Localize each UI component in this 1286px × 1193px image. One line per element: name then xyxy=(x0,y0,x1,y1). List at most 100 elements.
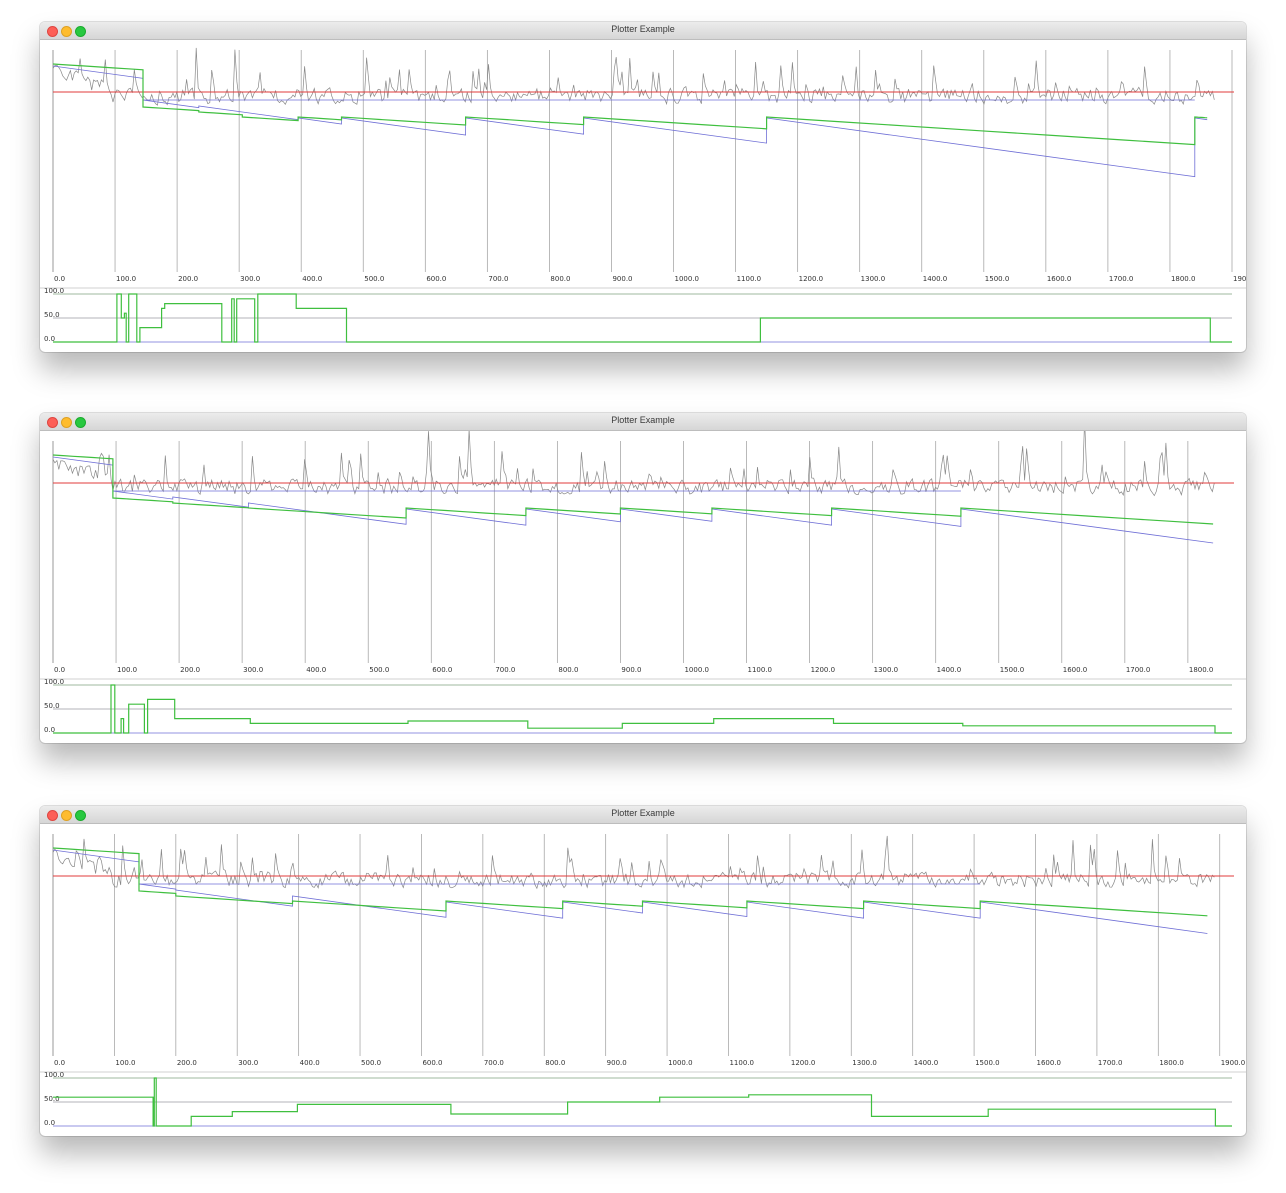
zoom-button[interactable] xyxy=(75,417,86,428)
x-tick-label: 1400.0 xyxy=(923,275,948,283)
x-tick-label: 1100.0 xyxy=(737,275,762,283)
sub-series-line xyxy=(53,684,1232,734)
x-tick-label: 1400.0 xyxy=(914,1059,939,1067)
x-tick-label: 0.0 xyxy=(54,1059,65,1067)
x-tick-label: 0.0 xyxy=(54,666,65,674)
x-tick-label: 800.0 xyxy=(558,666,578,674)
x-tick-label: 300.0 xyxy=(238,1059,258,1067)
series-green-line xyxy=(52,63,1208,146)
x-tick-label: 500.0 xyxy=(364,275,384,283)
zoom-button[interactable] xyxy=(75,810,86,821)
plotter-window-3: Plotter Example 0.0 100.0 200.0 300.0 400.0 5… xyxy=(40,806,1246,1136)
plot-area: 0.0 100.0 200.0 300.0 400.0 500.0 600.0 700.0 80… xyxy=(40,47,1246,343)
sub-y-tick-label: 0.0 xyxy=(44,335,55,343)
window-title: Plotter Example xyxy=(611,24,675,34)
sub-y-tick-label: 50.0 xyxy=(44,311,60,319)
series-noise-line xyxy=(52,47,1215,106)
x-tick-label: 900.0 xyxy=(607,1059,627,1067)
plot-area: 0.0 100.0 200.0 300.0 400.0 500.0 600.0 700.0 80… xyxy=(40,834,1246,1127)
x-tick-label: 1500.0 xyxy=(975,1059,1000,1067)
x-tick-label: 700.0 xyxy=(484,1059,504,1067)
x-tick-label: 1600.0 xyxy=(1037,1059,1062,1067)
series-green-line xyxy=(52,847,1208,917)
x-tick-label: 1000.0 xyxy=(684,666,709,674)
x-tick-label: 1500.0 xyxy=(1000,666,1025,674)
series-blue-line xyxy=(52,456,1214,544)
series-blue-line xyxy=(52,65,1208,178)
x-tick-label: 100.0 xyxy=(117,666,137,674)
close-button[interactable] xyxy=(47,26,58,37)
minimize-button[interactable] xyxy=(61,417,72,428)
x-tick-label: 1800.0 xyxy=(1189,666,1214,674)
sub-series-line xyxy=(53,293,1232,343)
x-tick-label: 600.0 xyxy=(432,666,452,674)
x-tick-label: 300.0 xyxy=(240,275,260,283)
close-button[interactable] xyxy=(47,810,58,821)
sub-y-tick-label: 100.0 xyxy=(44,287,64,295)
x-tick-label: 1000.0 xyxy=(668,1059,693,1067)
x-tick-label: 1300.0 xyxy=(874,666,899,674)
x-tick-label: 1300.0 xyxy=(861,275,886,283)
x-tick-label: 700.0 xyxy=(488,275,508,283)
plotter-window-2: Plotter Example 0.0 100.0 200.0 300.0 400.0 5… xyxy=(40,413,1246,743)
x-tick-label: 1500.0 xyxy=(985,275,1010,283)
sub-y-tick-label: 50.0 xyxy=(44,1095,60,1103)
x-tick-label: 1000.0 xyxy=(675,275,700,283)
x-tick-label: 1700.0 xyxy=(1109,275,1134,283)
x-tick-label: 200.0 xyxy=(178,275,198,283)
x-tick-label: 1900 xyxy=(1233,275,1246,283)
sub-y-tick-label: 0.0 xyxy=(44,726,55,734)
sub-y-tick-label: 0.0 xyxy=(44,1119,55,1127)
zoom-button[interactable] xyxy=(75,26,86,37)
series-blue-line xyxy=(52,849,1208,934)
x-tick-label: 1800.0 xyxy=(1159,1059,1184,1067)
x-tick-label: 700.0 xyxy=(495,666,515,674)
window-title: Plotter Example xyxy=(611,415,675,425)
sub-y-tick-label: 50.0 xyxy=(44,702,60,710)
series-noise-line xyxy=(52,835,1215,890)
x-tick-label: 300.0 xyxy=(243,666,263,674)
sub-series-line xyxy=(53,1077,1232,1127)
x-tick-label: 1600.0 xyxy=(1063,666,1088,674)
x-tick-label: 800.0 xyxy=(545,1059,565,1067)
x-tick-label: 1200.0 xyxy=(811,666,836,674)
x-tick-label: 600.0 xyxy=(426,275,446,283)
sub-y-tick-label: 100.0 xyxy=(44,1071,64,1079)
x-tick-label: 400.0 xyxy=(306,666,326,674)
x-tick-label: 900.0 xyxy=(612,275,632,283)
x-tick-label: 1300.0 xyxy=(852,1059,877,1067)
plotter-window-1: Plotter Example 0.0 100.0 200.0 300.0 400.0 5… xyxy=(40,22,1246,352)
x-tick-label: 100.0 xyxy=(116,275,136,283)
x-tick-label: 1700.0 xyxy=(1126,666,1151,674)
title-bar[interactable]: Plotter Example xyxy=(40,413,1246,431)
x-tick-label: 1900.0 xyxy=(1221,1059,1246,1067)
x-tick-label: 100.0 xyxy=(115,1059,135,1067)
plot-area: 0.0 100.0 200.0 300.0 400.0 500.0 600.0 700.0 80… xyxy=(40,431,1246,734)
x-tick-label: 500.0 xyxy=(369,666,389,674)
minimize-button[interactable] xyxy=(61,810,72,821)
x-tick-label: 1100.0 xyxy=(748,666,773,674)
sub-y-tick-label: 100.0 xyxy=(44,678,64,686)
x-tick-label: 200.0 xyxy=(180,666,200,674)
x-tick-label: 1200.0 xyxy=(799,275,824,283)
minimize-button[interactable] xyxy=(61,26,72,37)
x-tick-label: 800.0 xyxy=(550,275,570,283)
x-tick-label: 1800.0 xyxy=(1171,275,1196,283)
x-tick-label: 400.0 xyxy=(302,275,322,283)
x-tick-label: 200.0 xyxy=(177,1059,197,1067)
x-tick-label: 500.0 xyxy=(361,1059,381,1067)
close-button[interactable] xyxy=(47,417,58,428)
series-green-line xyxy=(52,454,1214,525)
x-tick-label: 0.0 xyxy=(54,275,65,283)
x-tick-label: 1600.0 xyxy=(1047,275,1072,283)
x-tick-label: 400.0 xyxy=(300,1059,320,1067)
window-title: Plotter Example xyxy=(611,808,675,818)
series-noise-line xyxy=(52,431,1215,497)
x-tick-label: 1200.0 xyxy=(791,1059,816,1067)
x-tick-label: 1700.0 xyxy=(1098,1059,1123,1067)
x-tick-label: 1400.0 xyxy=(937,666,962,674)
title-bar[interactable]: Plotter Example xyxy=(40,22,1246,40)
title-bar[interactable]: Plotter Example xyxy=(40,806,1246,824)
x-tick-label: 900.0 xyxy=(621,666,641,674)
x-tick-label: 600.0 xyxy=(422,1059,442,1067)
